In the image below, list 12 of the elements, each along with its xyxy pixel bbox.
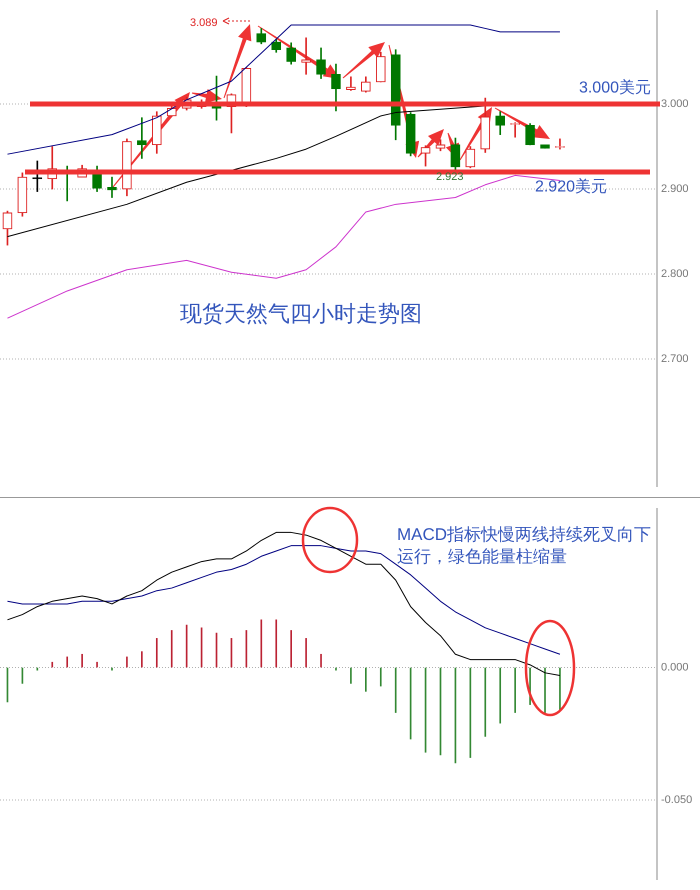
y-tick-label: 0.000 — [661, 662, 689, 674]
annotation: 3.089 — [190, 16, 219, 30]
y-tick-label: 2.700 — [661, 352, 689, 365]
y-tick-label: -0.050 — [661, 794, 692, 806]
ref-line-label: 3.000美元 — [578, 78, 651, 96]
annotation: 现货天然气四小时走势图 — [180, 300, 423, 328]
y-tick-label: 2.800 — [661, 268, 689, 280]
annotation: MACD指标快慢两线持续死叉向下运行，绿色能量柱缩量 — [397, 524, 652, 568]
ref-line-label: 2.920美元 — [534, 177, 607, 196]
y-tick-label: 2.900 — [661, 183, 689, 196]
y-tick-label: 3.000 — [661, 98, 689, 110]
annotation: 2.923 — [436, 170, 465, 184]
